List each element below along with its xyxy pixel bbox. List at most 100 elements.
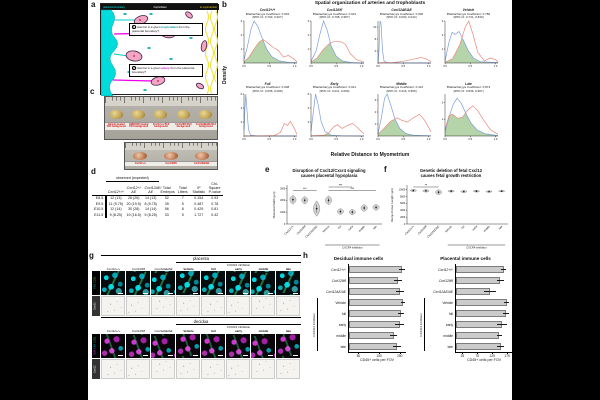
tick-label: 25 xyxy=(460,354,465,359)
violin-median-dot xyxy=(437,191,440,194)
schematic-drawing: placental boundary trophoblast to myomet… xyxy=(100,4,219,97)
table-cell: 0.487 xyxy=(194,201,204,206)
svg-text:full: full xyxy=(460,224,466,230)
svg-text:early: early xyxy=(347,224,354,231)
bar-track xyxy=(348,319,406,330)
column-header: early xyxy=(234,328,242,333)
table-cell: 0.81 xyxy=(211,207,219,212)
embryo-specimen xyxy=(176,109,190,119)
svg-text:Rump-Crown Length (μm): Rump-Crown Length (μm) xyxy=(390,188,394,222)
density-genotype-label: Early xyxy=(330,81,339,86)
table-column-header: Total Litters xyxy=(174,181,191,196)
svg-text:3: 3 xyxy=(308,20,310,23)
svg-text:2: 2 xyxy=(442,33,444,37)
svg-text:***: *** xyxy=(339,183,343,187)
bar-row: Cxcl12+/+ xyxy=(426,264,514,275)
confidence-interval: [95% CI: 0.793, 0.927] xyxy=(252,15,283,20)
error-bar xyxy=(390,335,397,336)
bar-chart-title: Placental immune cells xyxy=(440,256,491,261)
density-svg: 1 2 3 0.0 0.5 1.0 xyxy=(308,19,365,68)
svg-text:CXCR4 inhibition: CXCR4 inhibition xyxy=(342,245,363,249)
bar xyxy=(456,320,503,329)
table-cell: 8 (9.75) xyxy=(144,201,157,206)
bar-category-label: Vehicle xyxy=(335,300,346,305)
svg-text:0.0: 0.0 xyxy=(309,138,313,142)
density-genotype-label: Cxcl12+/+ xyxy=(259,8,276,12)
bar-rows: Cxcl12+/+ Cxcl12fl/fl Cxcl12ΔE/ΔE Vehicle fu… xyxy=(319,264,407,352)
stain-row-label: SMA CK8 CD31 xyxy=(92,333,100,358)
svg-text:1.0: 1.0 xyxy=(427,64,431,68)
density-svg: 1 2 3 0.0 0.5 1.0 xyxy=(442,20,499,68)
density-plot-title: Middle Bhattacharyya Coefficient: 0.412 [9… xyxy=(368,82,435,94)
density-plot-title: Cxcl12ΔE/ΔE Bhattacharyya Coefficient: 0.… xyxy=(368,8,435,20)
violin-median-dot xyxy=(315,207,318,210)
micro-image-placenta-Cxcl12fl/fl xyxy=(126,271,150,296)
density-plot-Vehicle: Vehicle Bhattacharyya Coefficient: 0.786[… xyxy=(435,8,502,70)
bar-category-label: Cxcl12ΔE/ΔE xyxy=(326,289,346,294)
table-cell: 0.93 xyxy=(211,196,219,201)
bar-track xyxy=(348,286,406,297)
embryo-specimens xyxy=(125,150,217,161)
table-cell: 5 xyxy=(181,212,184,217)
confidence-interval: [95% CI: 0.006, 0.009] xyxy=(252,88,283,93)
density-plot-Late: Late Bhattacharyya Coefficient: 0.873 [95%… xyxy=(435,82,502,144)
panel-label-d: d xyxy=(91,167,96,176)
specimen-label: AMD3100 treated CD1 background xyxy=(128,122,149,129)
specimen-label: Cxcl12+/+ BL6 background xyxy=(152,122,170,129)
bar-category-label: early xyxy=(445,322,453,327)
table-cell: 11 (9.75) xyxy=(108,201,123,206)
violin-median-dot xyxy=(375,206,377,209)
error-bar xyxy=(496,280,504,281)
bhattacharyya-coefficient: Bhattacharyya Coefficient: 0.041 xyxy=(312,85,357,90)
bar xyxy=(456,298,507,307)
column-header: Vehicle xyxy=(183,266,194,271)
cxcr4-inhibition-label: CXCR4 inhibition xyxy=(312,312,316,337)
question-1-number: 1 xyxy=(132,25,136,29)
table-group-header-row: observed (expected) xyxy=(92,175,223,182)
specimen-label: Cxcl12ΔE/ΔE BL6 background xyxy=(195,122,216,129)
panel-label-h: h xyxy=(303,251,308,260)
svg-text:**: ** xyxy=(425,183,428,187)
violin-median-dot xyxy=(425,190,427,192)
trophoblast-distance-lines xyxy=(113,19,135,57)
svg-text:3: 3 xyxy=(442,20,444,23)
genotype-ratio-table: observed (expected) Cxcl12+/+ Cxcl12+/ΔE Cx… xyxy=(92,175,223,218)
svg-text:8: 8 xyxy=(375,37,377,41)
svg-text:8000: 8000 xyxy=(400,196,406,198)
bar-category-label: Cxcl12fl/fl xyxy=(438,278,453,283)
micro-image-placenta-Cxcl12+/+ xyxy=(101,296,125,317)
density-genotype-label: Vehicle xyxy=(462,8,475,12)
embryo-specimen xyxy=(163,151,178,160)
svg-text:2: 2 xyxy=(308,33,310,37)
column-header: full xyxy=(211,266,216,271)
tissue-block-decidua: decidua CXCR4 inhibition Cxcl12+/+ Cxcl12fl… xyxy=(92,317,304,379)
bar-row: middle xyxy=(426,330,514,341)
table-column-header: Cxcl12ΔE/ΔE xyxy=(142,181,161,196)
x-axis-label: CD45+ cells per FOV xyxy=(359,358,395,362)
svg-text:2: 2 xyxy=(375,110,377,114)
svg-text:4000: 4000 xyxy=(400,210,406,212)
svg-text:0: 0 xyxy=(404,224,406,226)
svg-text:4: 4 xyxy=(241,106,243,110)
bar-category-label: middle xyxy=(336,333,346,338)
stain-row-label: CK8 CD31 xyxy=(92,271,100,296)
x-axis-line xyxy=(348,352,406,353)
micro-image-decidua-Vehicle xyxy=(176,333,200,358)
tick-label: 75 xyxy=(475,354,480,359)
bar-chart-body: CXCR4 inhibition Cxcl12+/+ Cxcl12fl/fl Cxcl… xyxy=(310,264,407,352)
bhattacharyya-coefficient: Bhattacharyya Coefficient: 0.786 xyxy=(446,11,491,16)
panel-f-title-1: Genetic deletion of fetal Cxcl12 xyxy=(419,168,483,173)
bar-track xyxy=(348,308,406,319)
bar-track xyxy=(455,264,513,275)
bar xyxy=(349,276,398,285)
svg-text:***: *** xyxy=(303,187,307,191)
embryo-specimens xyxy=(105,106,217,122)
microscopy-panel: placenta CXCR4 inhibition Cxcl12+/+ Cxcl12f… xyxy=(92,255,304,380)
svg-text:1.0: 1.0 xyxy=(360,64,364,68)
micro-image-decidua-Cxcl12fl/fl xyxy=(126,358,150,379)
bar-category-label: middle xyxy=(443,333,453,338)
density-genotype-label: Cxcl12ΔE/ΔE xyxy=(391,8,412,12)
bar xyxy=(456,342,501,351)
tick-mark xyxy=(358,353,359,355)
density-svg: 2 4 6 0.0 0.5 1.0 xyxy=(308,93,365,142)
